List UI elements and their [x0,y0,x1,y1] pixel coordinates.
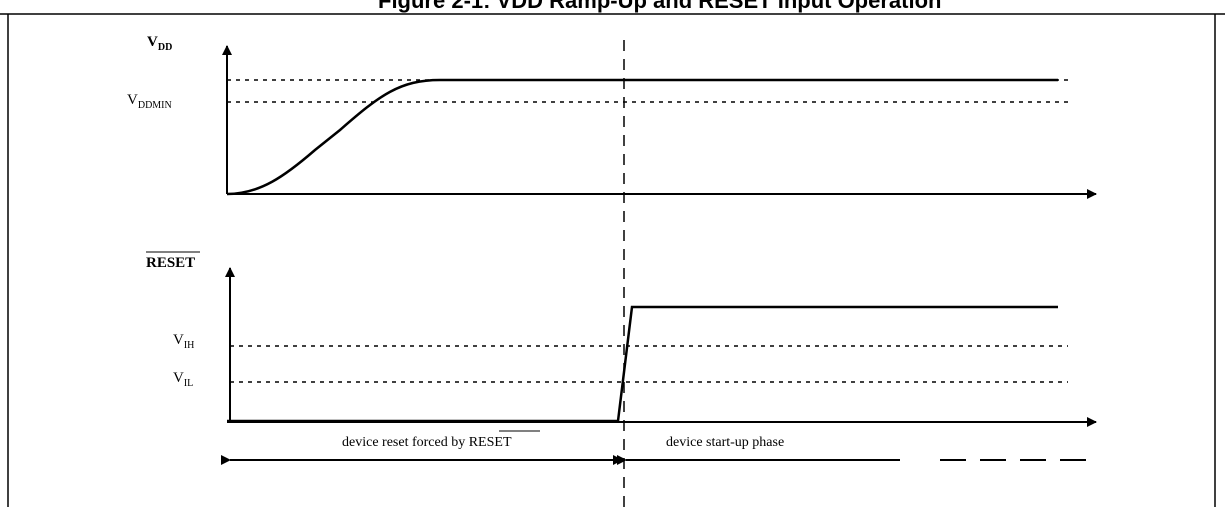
vdd-axis-label: VDD [147,34,172,53]
figure-title: Figure 2-1: VDD Ramp-Up and RESET Input … [0,0,1225,30]
figure-title-text: Figure 2-1: VDD Ramp-Up and RESET Input … [378,0,942,13]
vil-label: VIL [173,370,193,389]
reset-axis-label: RESET [146,255,195,271]
reset-plot: RESET VIH VIL [146,251,1097,427]
vdd-plot: VDD VDDMIN [127,34,1097,199]
vdd-ramp-waveform [226,78,1058,196]
reset-phase-label: device reset forced by RESET [342,435,512,450]
phase-annotations: device reset forced by RESET device star… [221,430,1088,465]
vih-label: VIH [173,332,194,351]
figure-frame [0,13,1225,507]
startup-phase-label: device start-up phase [666,435,784,450]
vddmin-label: VDDMIN [127,92,172,111]
reset-waveform [227,305,1058,423]
